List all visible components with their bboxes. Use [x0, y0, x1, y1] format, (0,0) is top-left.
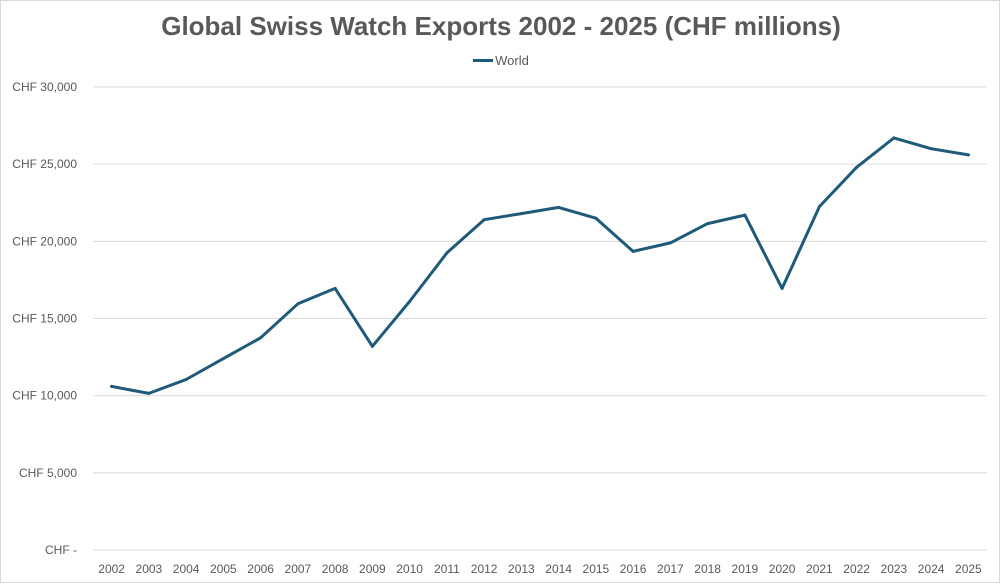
x-tick-label: 2006	[247, 562, 274, 576]
data-point	[519, 212, 523, 216]
legend-label-world: World	[495, 53, 529, 68]
x-tick-label: 2013	[508, 562, 535, 576]
x-tick-label: 2005	[210, 562, 237, 576]
data-point	[296, 302, 300, 306]
x-tick-label: 2020	[769, 562, 796, 576]
x-tick-label: 2002	[98, 562, 125, 576]
y-tick-label: CHF 20,000	[12, 234, 77, 248]
x-tick-label: 2025	[955, 562, 982, 576]
y-axis-labels: CHF - CHF 5,000 CHF 10,000 CHF 15,000 CHF 20…	[12, 80, 77, 557]
y-tick-label: CHF 5,000	[19, 466, 77, 480]
y-tick-label: CHF 15,000	[12, 312, 77, 326]
x-axis-labels: 2002 2003 2004 2005 2006 2007 2008 2009 2010 2011…	[98, 562, 982, 576]
x-tick-label: 2012	[471, 562, 498, 576]
data-point	[147, 391, 151, 395]
x-tick-label: 2011	[434, 562, 460, 576]
x-tick-label: 2017	[657, 562, 684, 576]
x-tick-label: 2015	[583, 562, 610, 576]
x-tick-label: 2018	[694, 562, 721, 576]
series-line-world	[110, 136, 970, 395]
data-point	[817, 205, 821, 209]
x-tick-label: 2004	[173, 562, 200, 576]
data-point	[668, 241, 672, 245]
data-point	[110, 384, 114, 388]
data-point	[221, 357, 225, 361]
legend: World	[1, 53, 1000, 68]
x-tick-label: 2019	[732, 562, 759, 576]
data-point	[333, 286, 337, 290]
data-point	[855, 165, 859, 169]
x-tick-label: 2008	[322, 562, 349, 576]
legend-swatch-world	[473, 59, 494, 63]
y-tick-label: CHF 25,000	[12, 157, 77, 171]
y-tick-label: CHF -	[45, 543, 77, 557]
x-tick-label: 2024	[918, 562, 945, 576]
y-tick-label: CHF 30,000	[12, 80, 77, 94]
x-tick-label: 2022	[843, 562, 870, 576]
x-tick-label: 2003	[136, 562, 163, 576]
data-point	[184, 377, 188, 381]
data-point	[259, 336, 263, 340]
data-point	[706, 222, 710, 226]
data-point	[445, 251, 449, 255]
x-tick-label: 2021	[806, 562, 833, 576]
data-point	[631, 249, 635, 253]
data-point	[892, 136, 896, 140]
chart-title: Global Swiss Watch Exports 2002 - 2025 (…	[161, 11, 841, 41]
x-tick-label: 2007	[285, 562, 312, 576]
x-tick-label: 2010	[396, 562, 423, 576]
x-tick-label: 2009	[359, 562, 386, 576]
x-tick-label: 2016	[620, 562, 647, 576]
gridlines	[93, 86, 987, 551]
x-tick-label: 2014	[545, 562, 572, 576]
data-point	[370, 344, 374, 348]
data-point	[557, 205, 561, 209]
data-point	[966, 153, 970, 157]
series-lines	[110, 136, 970, 395]
x-tick-label: 2023	[881, 562, 908, 576]
data-point	[408, 300, 412, 304]
data-point	[482, 218, 486, 222]
data-point	[780, 286, 784, 290]
data-point	[743, 213, 747, 217]
data-point	[929, 147, 933, 151]
data-point	[594, 216, 598, 220]
y-tick-label: CHF 10,000	[12, 389, 77, 403]
